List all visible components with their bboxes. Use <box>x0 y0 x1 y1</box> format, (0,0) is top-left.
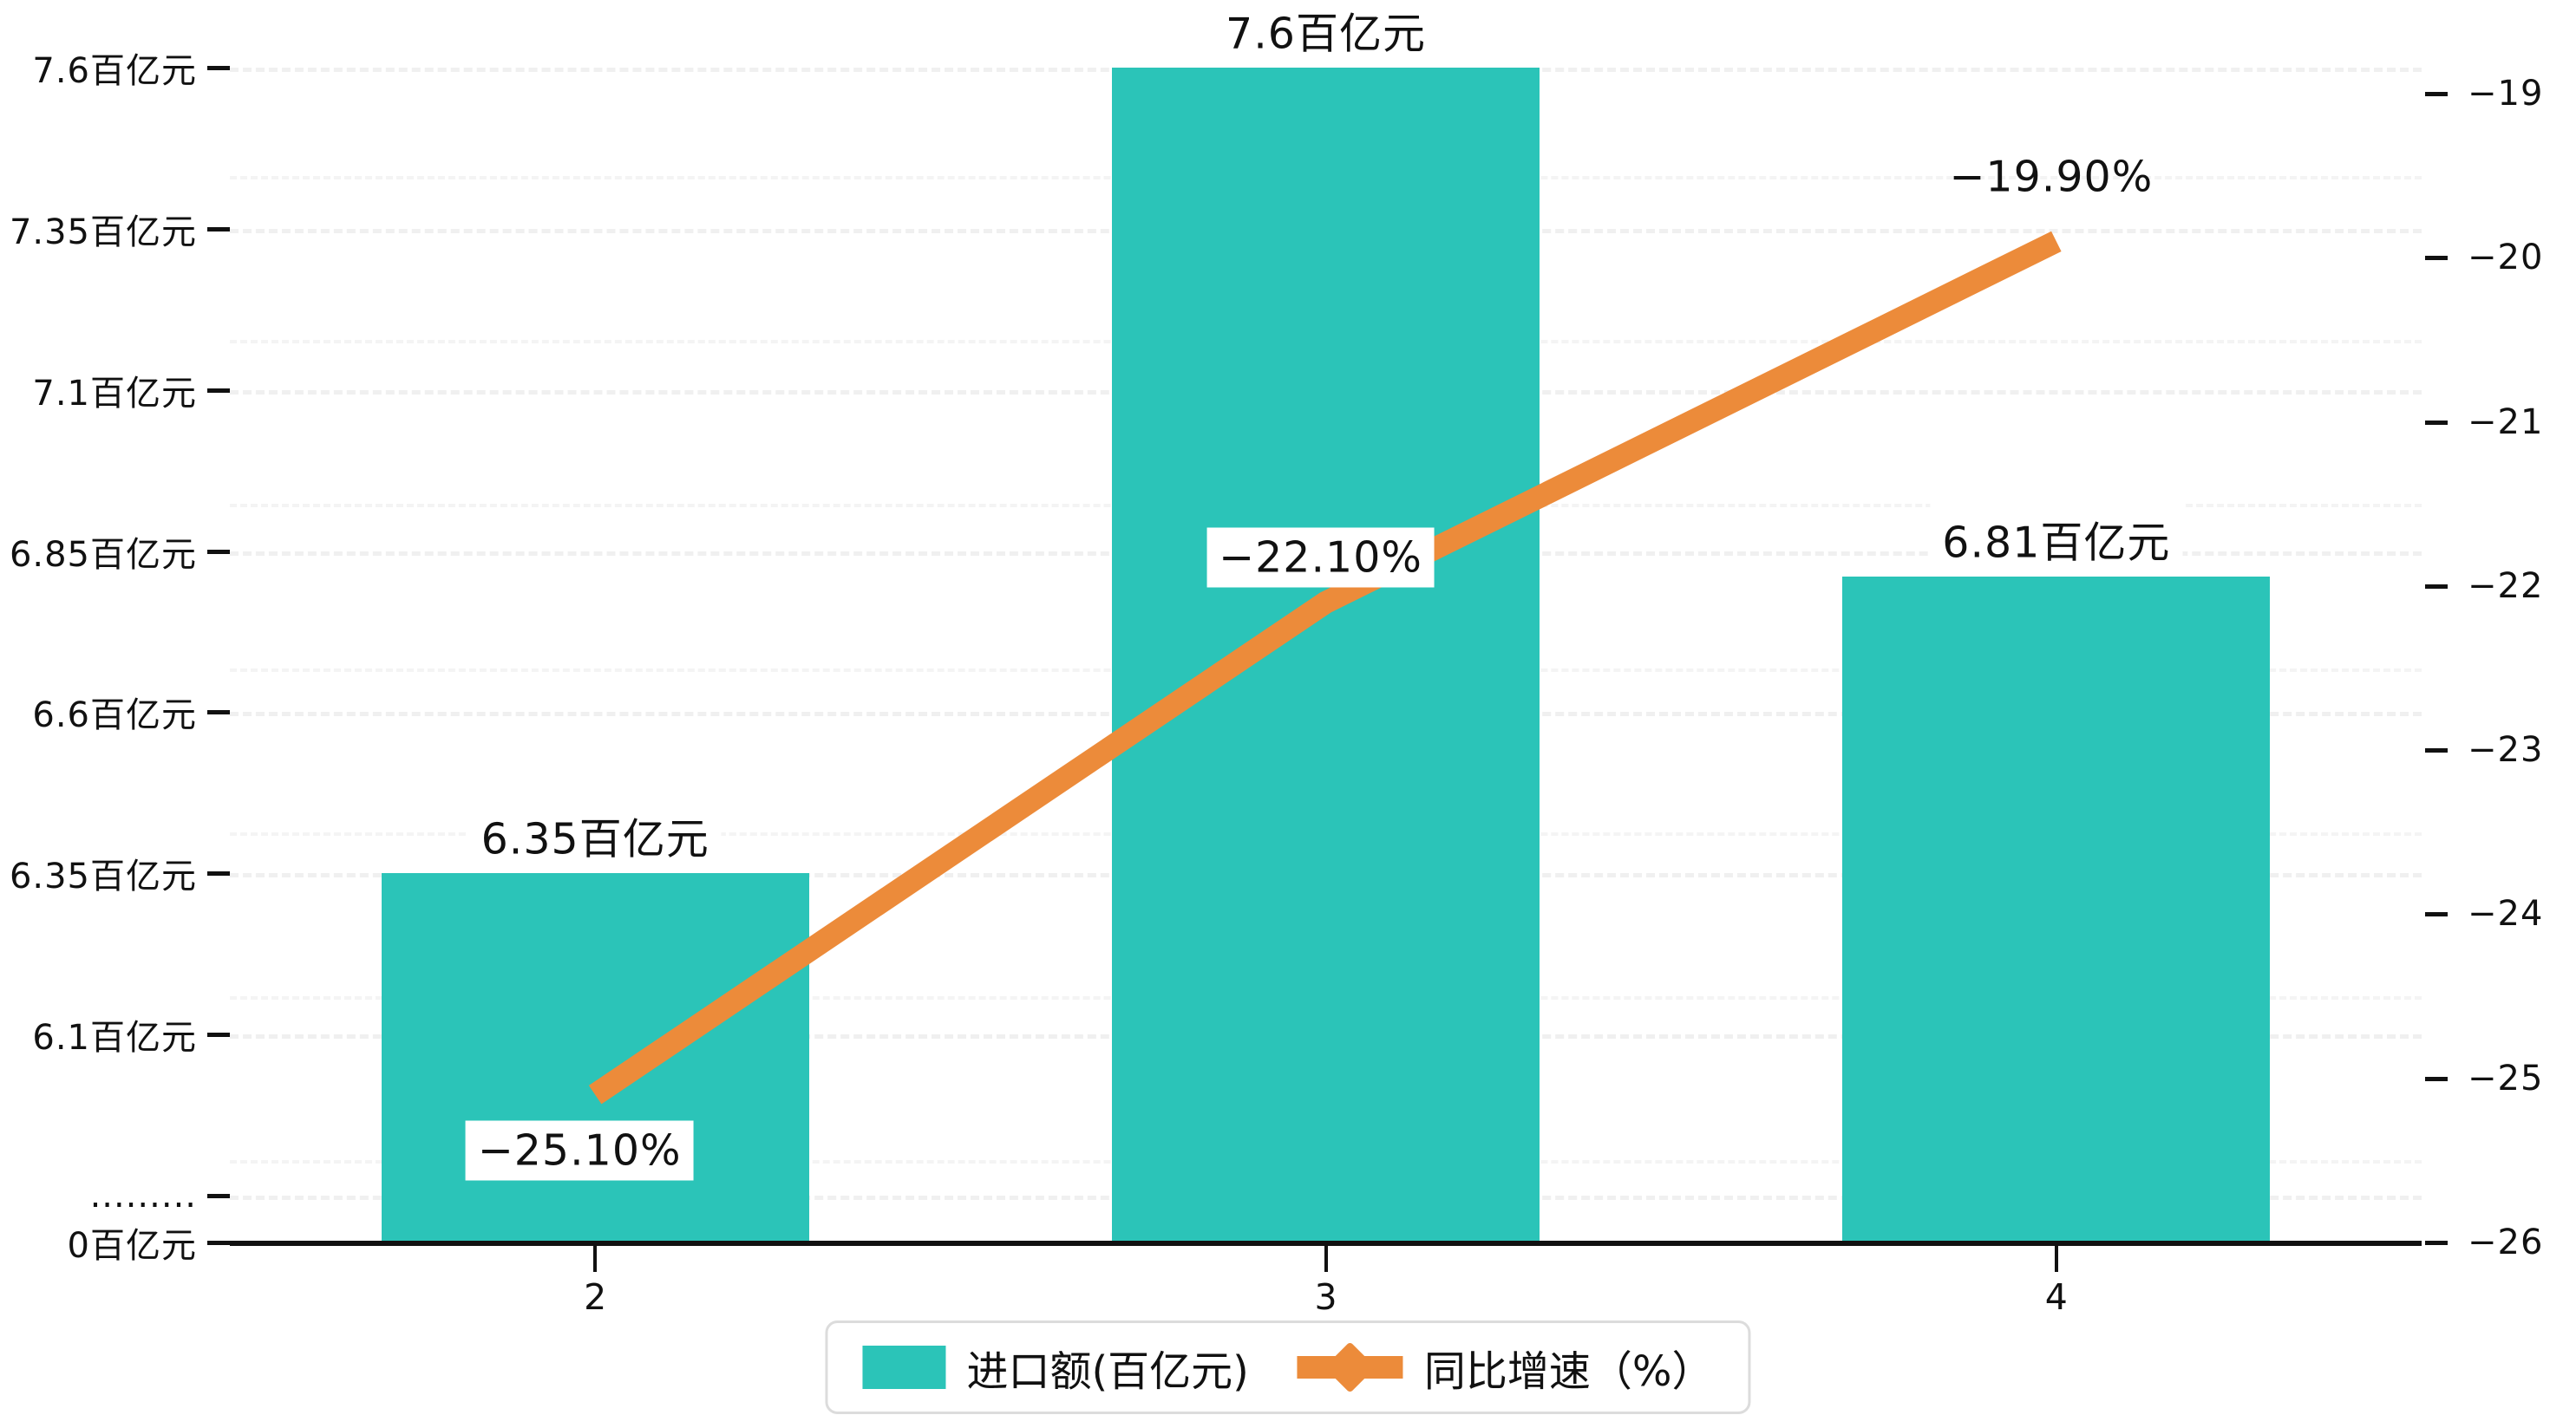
bar[interactable] <box>381 873 809 1242</box>
right-axis-tick-label: −19 <box>2468 74 2544 114</box>
right-axis-tick-mark <box>2425 912 2448 917</box>
left-axis-tick-label: 7.35百亿元 <box>9 212 197 252</box>
left-axis-tick-mark <box>207 871 230 877</box>
line-path <box>588 231 2062 1105</box>
x-axis-tick-label: 2 <box>584 1276 607 1318</box>
left-axis-tick-label: 6.1百亿元 <box>32 1018 197 1058</box>
bar[interactable] <box>1112 68 1540 1242</box>
left-axis-tick-mark <box>207 549 230 554</box>
bar-value-label: 7.6百亿元 <box>1213 0 1438 67</box>
x-axis-tick-mark <box>2054 1246 2058 1272</box>
right-axis-tick-mark <box>2425 584 2448 589</box>
bar-value-label: 6.35百亿元 <box>468 799 722 872</box>
right-axis-tick-label: −21 <box>2468 401 2544 442</box>
x-axis-line <box>230 1241 2422 1246</box>
left-axis-tick-label: ......... <box>89 1176 197 1216</box>
left-axis-tick-mark <box>207 1033 230 1037</box>
left-axis-tick-mark <box>207 388 230 393</box>
right-axis-tick-mark <box>2425 1241 2448 1245</box>
line-swatch-icon <box>1297 1341 1403 1393</box>
right-axis-tick-mark <box>2425 92 2448 96</box>
right-axis-tick-label: −24 <box>2468 894 2544 935</box>
right-axis-tick-label: −23 <box>2468 730 2544 771</box>
left-axis-tick-mark <box>207 1194 230 1198</box>
left-axis-tick-label: 0百亿元 <box>67 1226 197 1266</box>
bar-swatch-icon <box>862 1346 946 1389</box>
right-axis-tick-mark <box>2425 1076 2448 1081</box>
chart-legend[interactable]: 进口额(百亿元) 同比增速（%） <box>825 1320 1751 1414</box>
left-axis-tick-mark <box>207 66 230 70</box>
left-axis-tick-mark <box>207 710 230 715</box>
line-value-label: −25.10% <box>465 1120 694 1181</box>
left-axis-tick-label: 7.1百亿元 <box>32 373 197 414</box>
right-axis-tick-label: −22 <box>2468 565 2544 606</box>
right-axis-tick-label: −26 <box>2468 1223 2544 1262</box>
right-axis-tick-mark <box>2425 420 2448 425</box>
x-axis-tick-label: 4 <box>2044 1276 2068 1318</box>
right-axis-tick-mark <box>2425 256 2448 261</box>
left-axis-tick-label: 6.6百亿元 <box>32 695 197 736</box>
x-axis-tick-mark <box>1324 1246 1328 1272</box>
line-value-label: −22.10% <box>1206 527 1435 588</box>
left-axis-tick-mark <box>207 226 230 231</box>
bar-value-label: 6.81百亿元 <box>1930 503 2183 576</box>
left-axis-tick-label: 6.85百亿元 <box>9 534 197 575</box>
legend-item-growth-rate[interactable]: 同比增速（%） <box>1297 1337 1714 1398</box>
left-axis-tick-label: 6.35百亿元 <box>9 857 197 897</box>
left-axis-tick-label: 7.6百亿元 <box>32 51 197 91</box>
line-value-label: −19.90% <box>1949 152 2154 202</box>
legend-item-import-value[interactable]: 进口额(百亿元) <box>862 1337 1249 1398</box>
plot-area: 6.35百亿元 7.6百亿元 6.81百亿元 −25.10% −22.10% −19.9… <box>230 0 2422 1242</box>
left-axis-tick-mark <box>207 1241 230 1245</box>
right-axis-tick-mark <box>2425 748 2448 753</box>
x-axis-tick-label: 3 <box>1314 1276 1337 1318</box>
bar[interactable] <box>1842 577 2271 1242</box>
right-axis-tick-label: −20 <box>2468 238 2544 278</box>
x-axis-tick-mark <box>593 1246 598 1272</box>
legend-label-growth-rate: 同比增速（%） <box>1423 1347 1714 1396</box>
line-series <box>588 231 2062 1105</box>
legend-label-import-value: 进口额(百亿元) <box>966 1347 1249 1396</box>
right-axis-tick-label: −25 <box>2468 1058 2544 1099</box>
